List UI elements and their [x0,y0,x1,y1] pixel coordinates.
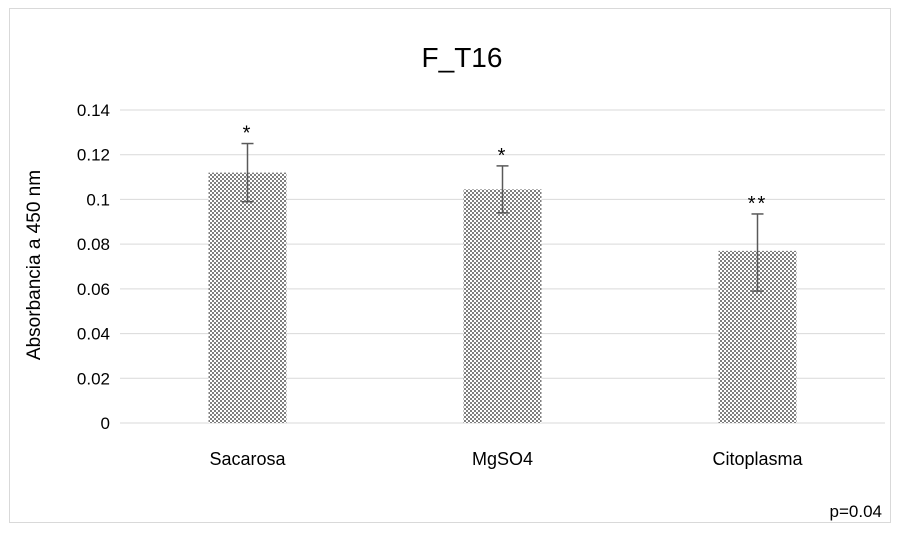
bar-sacarosa [208,172,287,423]
y-tick-label: 0.12 [77,146,110,165]
y-tick-label: 0.1 [86,190,110,209]
x-tick-label: Sacarosa [209,449,286,469]
bar-mgso4 [463,189,542,423]
y-axis-ticks: 0 0.02 0.04 0.06 0.08 0.1 0.12 0.14 [77,101,110,433]
y-tick-label: 0.08 [77,235,110,254]
y-tick-label: 0.14 [77,101,110,120]
y-tick-label: 0.02 [77,369,110,388]
y-tick-label: 0 [101,414,110,433]
y-tick-label: 0.06 [77,280,110,299]
p-value-annotation: p=0.04 [830,502,882,521]
y-axis-label: Absorbancia a 450 nm [24,170,45,360]
significance-markers: **** [243,123,768,215]
y-tick-label: 0.04 [77,325,110,344]
error-bars [241,142,764,292]
x-tick-label: Citoplasma [712,449,803,469]
significance-marker: ** [748,193,768,215]
bars [208,172,797,423]
chart-title: F_T16 [422,42,503,73]
significance-marker: * [498,145,508,167]
x-tick-label: MgSO4 [472,449,533,469]
significance-marker: * [243,123,253,145]
x-axis-ticks: Sacarosa MgSO4 Citoplasma [209,449,803,469]
